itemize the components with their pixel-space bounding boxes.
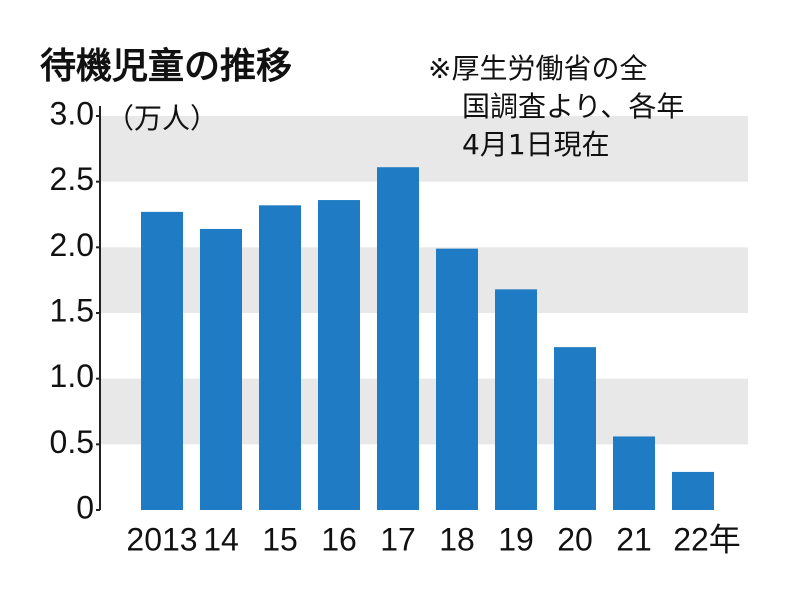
grid-band bbox=[100, 116, 748, 182]
x-tick-label: 21 bbox=[616, 521, 652, 557]
y-axis-label: （万人） bbox=[106, 102, 218, 135]
bands bbox=[100, 116, 748, 445]
annotation: 国調査より、各年 bbox=[462, 90, 684, 123]
bar bbox=[377, 167, 419, 510]
x-tick-label: 18 bbox=[439, 521, 475, 557]
bar bbox=[613, 436, 655, 510]
x-tick-label: 16 bbox=[321, 521, 357, 557]
annotation: ※厚生労働省の全 bbox=[428, 52, 647, 85]
x-tick-label: 20 bbox=[557, 521, 593, 557]
y-tick-label: 2.5 bbox=[50, 161, 94, 197]
annotation: 4月1日現在 bbox=[462, 128, 610, 161]
bar bbox=[672, 471, 714, 510]
x-tick-label: 15 bbox=[262, 521, 298, 557]
bar bbox=[141, 211, 183, 510]
bar bbox=[259, 205, 301, 510]
x-tick-label: 2013 bbox=[126, 521, 197, 557]
bar bbox=[495, 289, 537, 510]
grid-band bbox=[100, 247, 748, 313]
y-tick-label: 1.5 bbox=[50, 292, 94, 328]
y-tick-label: 2.0 bbox=[50, 227, 94, 263]
bar bbox=[318, 200, 360, 510]
y-tick-label: 1.0 bbox=[50, 358, 94, 394]
x-tick-label: 17 bbox=[380, 521, 416, 557]
bar bbox=[200, 228, 242, 511]
grid-band bbox=[100, 378, 748, 445]
bar bbox=[436, 248, 478, 510]
y-tick-label: 0.5 bbox=[50, 424, 94, 460]
y-tick-label: 0 bbox=[76, 489, 94, 525]
x-tick-label: 19 bbox=[498, 521, 534, 557]
x-tick-label: 22年 bbox=[673, 521, 741, 557]
y-tick-label: 3.0 bbox=[50, 95, 94, 131]
chart-title: 待機児童の推移 bbox=[40, 45, 292, 87]
bar bbox=[554, 347, 596, 510]
x-tick-label: 14 bbox=[203, 521, 239, 557]
